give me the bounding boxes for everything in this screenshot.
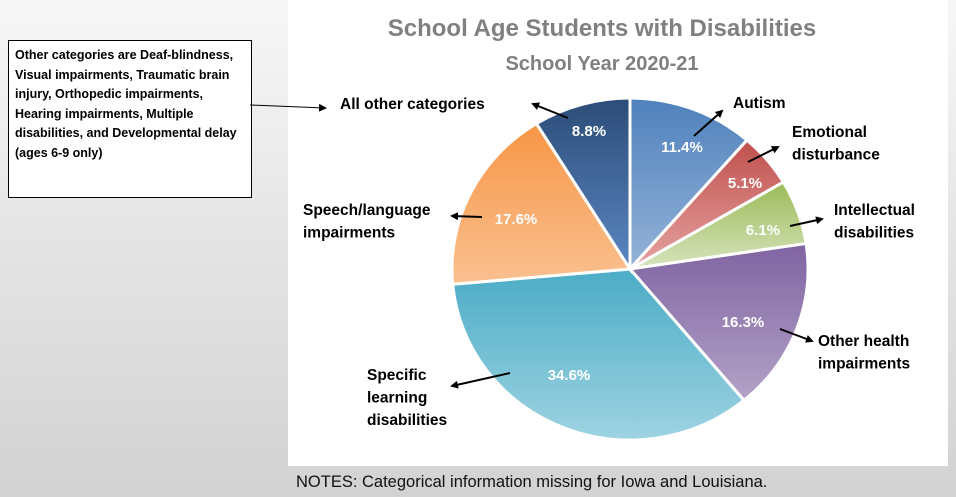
value-label-speech-language-impairments: 17.6% <box>495 211 538 228</box>
other-categories-callout: Other categories are Deaf-blindness, Vis… <box>8 40 252 198</box>
leader-arrow-specific-learning-disabilities <box>450 372 511 389</box>
category-label-emotional-disturbance: Emotional disturbance <box>792 124 880 164</box>
callout-arrow <box>249 103 327 112</box>
pie-slice-autism <box>628 96 750 273</box>
leader-arrow-all-other-categories <box>531 102 569 119</box>
pie-slice-other-health-impairments <box>627 241 810 403</box>
category-label-autism: Autism <box>733 95 786 112</box>
chart-title: School Age Students with Disabilities <box>388 15 817 42</box>
pie-slice-all-other-categories <box>534 96 632 275</box>
notes-text: NOTES: Categorical information missing f… <box>296 473 768 491</box>
pie-slice-speech-language-impairments <box>450 121 633 286</box>
value-label-intellectual-disabilities: 6.1% <box>746 222 780 239</box>
category-label-specific-learning-disabilities: Specific learning disabilities <box>367 367 447 429</box>
pie-slice-specific-learning-disabilities <box>451 267 747 442</box>
value-label-emotional-disturbance: 5.1% <box>728 175 762 192</box>
category-label-intellectual-disabilities: Intellectual disabilities <box>834 202 915 242</box>
category-label-other-health-impairments: Other health impairments <box>818 333 910 373</box>
value-label-autism: 11.4% <box>661 139 703 156</box>
leader-arrow-other-health-impairments <box>779 328 814 343</box>
chart-subtitle: School Year 2020-21 <box>505 53 698 75</box>
category-label-speech-language-impairments: Speech/language impairments <box>303 202 431 242</box>
leader-arrow-autism <box>693 109 724 137</box>
leader-arrow-emotional-disturbance <box>747 146 780 163</box>
leader-arrow-intellectual-disabilities <box>789 216 824 227</box>
value-label-specific-learning-disabilities: 34.6% <box>548 367 591 384</box>
leader-arrow-speech-language-impairments <box>450 212 483 221</box>
category-label-all-other-categories: All other categories <box>340 96 485 113</box>
value-label-other-health-impairments: 16.3% <box>722 314 765 331</box>
value-label-all-other-categories: 8.8% <box>572 123 606 140</box>
